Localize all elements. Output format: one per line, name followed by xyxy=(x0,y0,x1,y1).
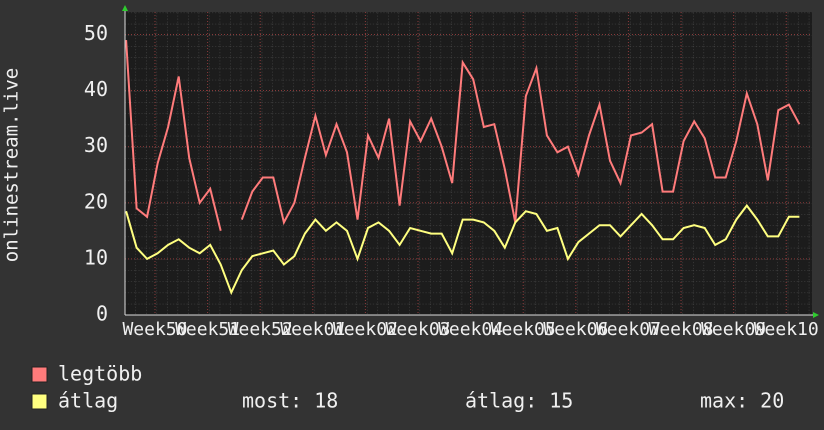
series-line xyxy=(125,40,801,232)
stat-label: max: xyxy=(700,389,748,413)
stat-value: 15 xyxy=(549,389,573,413)
x-tick-label: Week50 xyxy=(122,319,187,340)
y-axis-title: onlinestream.live xyxy=(1,68,23,262)
y-arrow xyxy=(122,5,128,11)
y-tick-label: 20 xyxy=(84,189,108,213)
legend-swatch xyxy=(31,393,48,410)
x-tick-label: Week09 xyxy=(701,319,766,340)
x-tick-label: Week07 xyxy=(596,319,661,340)
stat-value: 20 xyxy=(760,389,784,413)
x-tick-label: Week05 xyxy=(491,319,556,340)
y-tick-label: 30 xyxy=(84,133,108,157)
y-tick-label: 10 xyxy=(84,245,108,269)
x-tick-label: Week52 xyxy=(228,319,293,340)
legend-label: legtöbb xyxy=(58,362,142,386)
x-tick-label: Week08 xyxy=(649,319,714,340)
x-tick-label: Week03 xyxy=(385,319,450,340)
x-arrow xyxy=(813,312,819,318)
x-tick-label: Week01 xyxy=(280,319,345,340)
minor-grid xyxy=(125,12,812,315)
series-line xyxy=(125,203,800,296)
y-tick-label: 40 xyxy=(84,77,108,101)
x-tick-label: Week10 xyxy=(754,319,819,340)
x-tick-label: Week04 xyxy=(438,319,503,340)
y-tick-label: 50 xyxy=(84,21,108,45)
x-tick-label: Week06 xyxy=(543,319,608,340)
legend-swatch xyxy=(31,366,48,383)
stat-value: 18 xyxy=(314,389,338,413)
x-tick-label: Week51 xyxy=(175,319,240,340)
x-tick-label: Week02 xyxy=(333,319,398,340)
stat-label: most: xyxy=(242,389,302,413)
stat-label: átlag: xyxy=(465,389,537,413)
y-tick-label: 0 xyxy=(96,302,108,326)
legend-label: átlag xyxy=(58,389,118,413)
